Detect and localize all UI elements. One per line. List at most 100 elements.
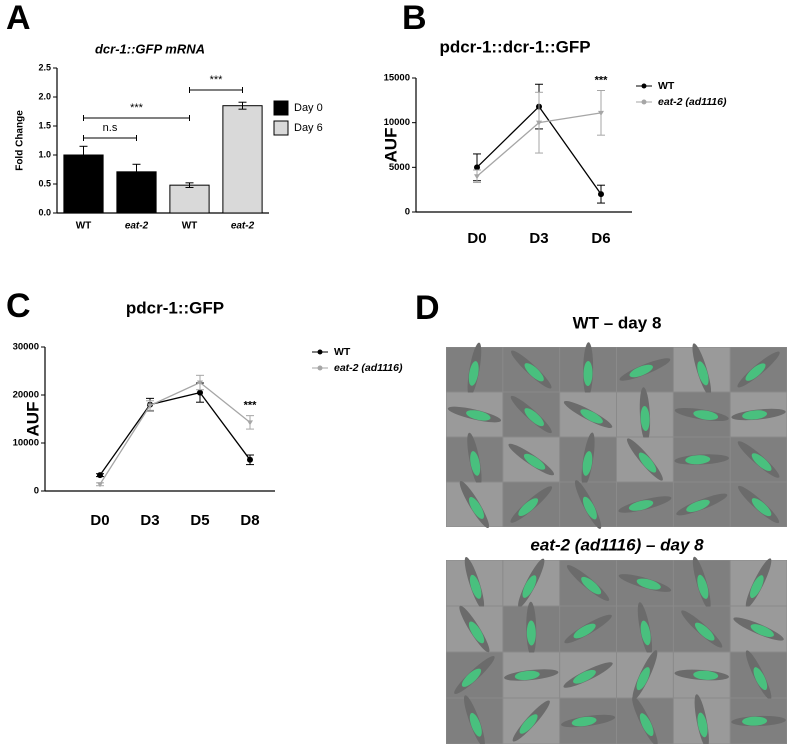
y-tick-label: 20000 <box>13 390 39 401</box>
gfp-signal <box>582 496 597 520</box>
point <box>197 380 203 386</box>
gfp-signal <box>638 452 657 473</box>
y-tick-label: 0 <box>405 207 410 218</box>
gfp-signal <box>685 455 711 465</box>
y-tick-label: 2.0 <box>38 91 51 101</box>
y-tick-label: 0 <box>34 486 39 497</box>
panel-letter: C <box>6 287 31 325</box>
legend-label: Day 0 <box>294 102 323 114</box>
y-tick-label: 0.0 <box>38 207 51 217</box>
legend-swatch <box>273 120 289 136</box>
gfp-signal <box>742 410 768 420</box>
bar <box>169 184 210 214</box>
point <box>474 174 480 180</box>
bar <box>63 154 104 214</box>
error-bar <box>79 145 88 165</box>
legend-marker <box>317 365 323 371</box>
gfp-signal <box>693 670 719 680</box>
panel-letter: D <box>415 289 440 327</box>
gfp-signal <box>571 716 597 727</box>
point <box>474 164 480 171</box>
series-line <box>99 381 251 485</box>
chart-title: pdcr-1::GFP <box>126 298 224 317</box>
gfp-signal <box>751 498 772 517</box>
panel-letter: B <box>402 0 427 37</box>
chart-title: dcr-1::GFP mRNA <box>95 41 205 56</box>
gfp-signal <box>694 622 715 641</box>
legend-marker <box>641 83 647 89</box>
gfp-signal <box>580 409 603 424</box>
gfp-signal <box>640 406 650 431</box>
y-tick-label: 5000 <box>389 162 410 173</box>
gfp-signal <box>573 669 596 684</box>
gfp-signal <box>750 575 764 599</box>
image-grid <box>446 560 787 744</box>
gfp-signal <box>697 712 708 738</box>
y-tick-label: 30000 <box>13 342 39 353</box>
gfp-signal <box>468 361 479 386</box>
gfp-signal <box>750 624 774 637</box>
gfp-signal <box>697 361 709 386</box>
x-tick-label: D3 <box>140 512 159 529</box>
annotation: *** <box>130 102 144 114</box>
x-tick-label: D0 <box>467 230 486 247</box>
gfp-signal <box>469 574 482 599</box>
y-tick-label: 1.5 <box>38 120 51 130</box>
panel-letter: A <box>6 0 31 37</box>
gfp-signal <box>469 712 482 737</box>
y-tick-label: 0.5 <box>38 178 51 188</box>
x-tick-label: eat-2 <box>231 221 255 232</box>
gfp-signal <box>468 496 484 519</box>
gfp-signal <box>753 667 768 691</box>
legend-marker <box>641 99 647 105</box>
point <box>536 120 542 126</box>
gfp-signal <box>461 668 482 687</box>
point <box>598 110 604 116</box>
gfp-signal <box>628 500 654 511</box>
gfp-signal <box>582 451 593 476</box>
gfp-signal <box>523 453 546 470</box>
point <box>247 456 253 463</box>
gfp-signal <box>522 575 537 598</box>
chart-title: pdcr-1::dcr-1::GFP <box>439 37 590 56</box>
gfp-signal <box>693 410 719 420</box>
gfp-signal <box>629 364 653 378</box>
legend-label: WT <box>334 346 351 358</box>
gfp-signal <box>640 620 651 646</box>
y-tick-label: 1.0 <box>38 149 51 159</box>
image-title: WT – day 8 <box>573 313 662 332</box>
gfp-signal <box>742 716 768 726</box>
legend-label: eat-2 (ad1116) <box>334 362 403 374</box>
x-tick-label: D5 <box>190 512 209 529</box>
gfp-signal <box>751 453 772 472</box>
x-tick-label: eat-2 <box>125 221 149 232</box>
legend-marker <box>317 349 323 355</box>
gfp-signal <box>466 410 491 421</box>
gfp-signal <box>470 451 481 476</box>
gfp-signal <box>524 408 544 427</box>
annotation: *** <box>595 74 609 86</box>
bar <box>222 105 263 214</box>
gfp-signal <box>514 670 540 681</box>
legend-label: Day 6 <box>294 122 323 134</box>
x-tick-label: D6 <box>591 230 610 247</box>
point <box>197 389 203 396</box>
legend-label: WT <box>658 80 675 92</box>
microscopy-grids <box>446 342 787 744</box>
gfp-signal <box>639 713 654 737</box>
y-tick-label: 15000 <box>384 73 410 84</box>
gfp-signal <box>526 620 536 646</box>
x-tick-label: D8 <box>240 512 259 529</box>
x-tick-label: WT <box>182 221 198 232</box>
annotation: n.s <box>103 122 118 134</box>
y-tick-label: 10000 <box>384 117 410 128</box>
y-tick-label: 2.5 <box>38 62 51 72</box>
series-line <box>99 391 251 476</box>
legend-label: eat-2 (ad1116) <box>658 96 727 108</box>
annotation: *** <box>210 74 224 86</box>
gfp-signal <box>519 714 538 734</box>
gfp-signal <box>518 498 539 517</box>
x-tick-label: D0 <box>90 512 109 529</box>
error-bar <box>238 101 247 110</box>
